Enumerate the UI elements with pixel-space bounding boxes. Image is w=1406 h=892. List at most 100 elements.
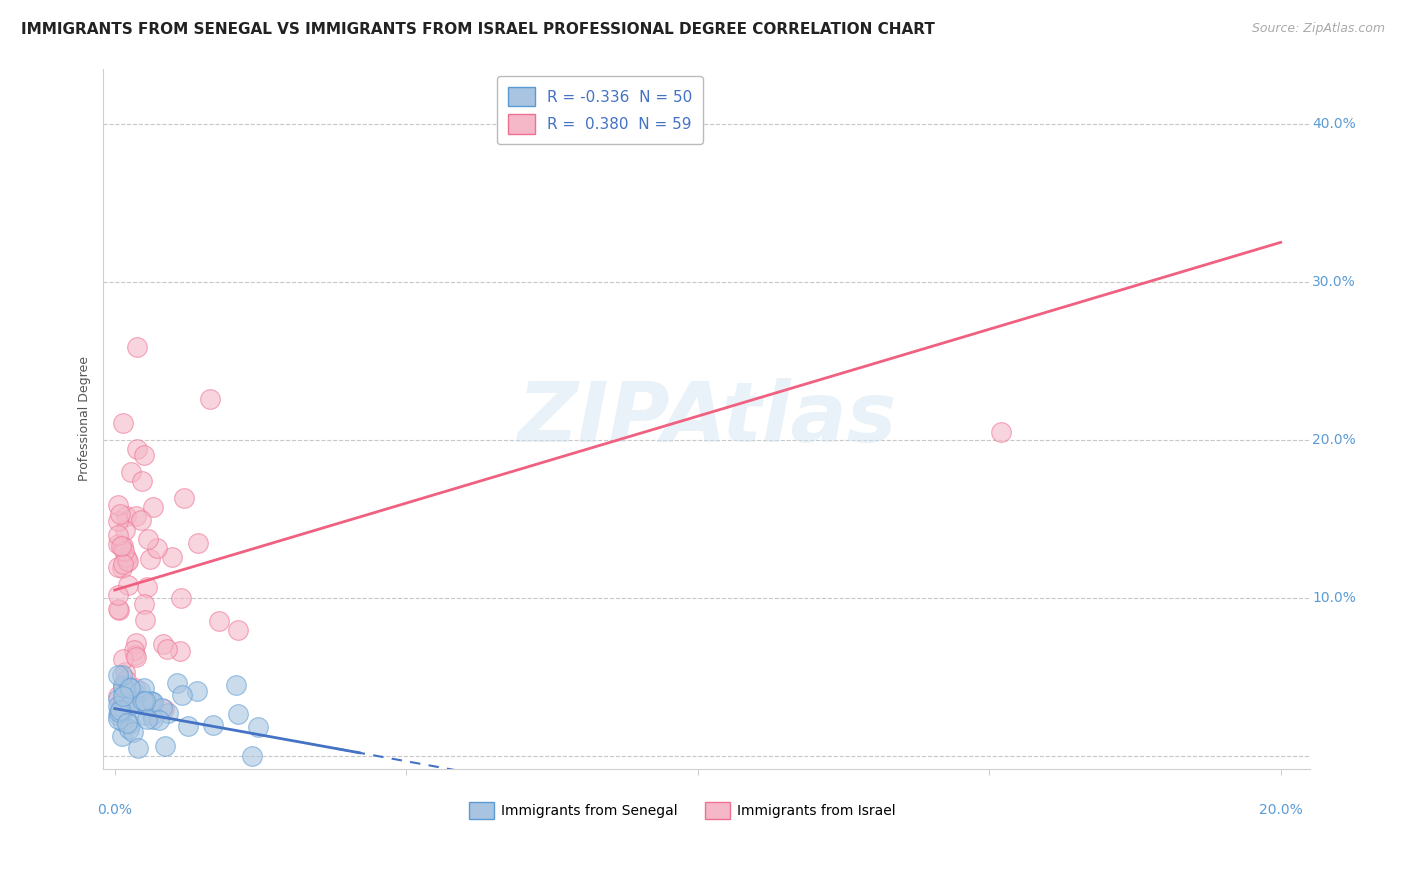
- Point: [118, 681, 141, 695]
- Point: [117, 578, 139, 592]
- Point: [136, 532, 159, 546]
- Point: [134, 707, 156, 722]
- Point: [107, 692, 129, 706]
- Point: [111, 680, 134, 694]
- Point: [111, 561, 134, 575]
- Point: [136, 712, 159, 726]
- Point: [166, 676, 188, 690]
- Text: 20.0%: 20.0%: [1258, 804, 1302, 817]
- Point: [153, 701, 176, 715]
- Point: [112, 544, 135, 558]
- Point: [112, 700, 135, 714]
- Point: [110, 703, 132, 717]
- Point: [111, 667, 134, 681]
- Point: [142, 500, 165, 514]
- Point: [115, 554, 138, 568]
- Point: [150, 701, 173, 715]
- Point: [127, 694, 149, 708]
- Point: [156, 641, 179, 656]
- Point: [127, 741, 149, 756]
- Point: [115, 716, 138, 731]
- Point: [142, 712, 165, 726]
- Point: [208, 614, 231, 628]
- Point: [112, 689, 135, 703]
- Point: [134, 613, 156, 627]
- Point: [124, 648, 146, 663]
- Point: [124, 642, 146, 657]
- Point: [141, 708, 163, 723]
- Point: [111, 696, 134, 710]
- Point: [107, 499, 129, 513]
- Point: [118, 698, 141, 712]
- Point: [160, 549, 183, 564]
- Point: [122, 724, 145, 739]
- Point: [228, 624, 250, 638]
- Point: [114, 687, 136, 701]
- Point: [118, 680, 141, 694]
- Point: [107, 536, 129, 550]
- Point: [226, 706, 249, 721]
- Point: [134, 681, 156, 695]
- Point: [115, 673, 138, 687]
- Point: [111, 701, 134, 715]
- Point: [107, 712, 129, 726]
- Point: [139, 552, 162, 566]
- Point: [124, 508, 146, 523]
- Point: [107, 514, 129, 528]
- Point: [172, 688, 194, 702]
- Point: [169, 643, 191, 657]
- Point: [108, 705, 131, 719]
- Point: [153, 739, 176, 754]
- Legend: Immigrants from Senegal, Immigrants from Israel: Immigrants from Senegal, Immigrants from…: [464, 797, 901, 825]
- Point: [173, 491, 195, 505]
- Point: [118, 717, 141, 731]
- Point: [111, 730, 134, 744]
- Point: [176, 719, 198, 733]
- Point: [136, 580, 159, 594]
- Point: [107, 559, 129, 574]
- Point: [990, 425, 1012, 439]
- Text: Source: ZipAtlas.com: Source: ZipAtlas.com: [1251, 22, 1385, 36]
- Point: [127, 442, 149, 456]
- Point: [141, 694, 163, 708]
- Point: [240, 748, 263, 763]
- Point: [107, 708, 129, 723]
- Point: [141, 695, 163, 709]
- Point: [107, 668, 129, 682]
- Text: 30.0%: 30.0%: [1312, 275, 1355, 289]
- Point: [107, 528, 129, 542]
- Point: [157, 706, 180, 720]
- Point: [129, 513, 152, 527]
- Point: [115, 549, 138, 564]
- Point: [132, 448, 155, 462]
- Point: [148, 713, 170, 727]
- Point: [107, 589, 129, 603]
- Point: [246, 720, 269, 734]
- Point: [107, 601, 129, 615]
- Point: [131, 694, 153, 708]
- Point: [170, 591, 193, 606]
- Point: [118, 723, 141, 737]
- Point: [110, 539, 132, 553]
- Text: 40.0%: 40.0%: [1312, 117, 1355, 131]
- Point: [186, 684, 208, 698]
- Y-axis label: Professional Degree: Professional Degree: [79, 356, 91, 481]
- Point: [108, 703, 131, 717]
- Point: [111, 557, 134, 571]
- Point: [114, 523, 136, 537]
- Point: [132, 597, 155, 611]
- Point: [200, 392, 222, 407]
- Point: [108, 603, 131, 617]
- Text: IMMIGRANTS FROM SENEGAL VS IMMIGRANTS FROM ISRAEL PROFESSIONAL DEGREE CORRELATIO: IMMIGRANTS FROM SENEGAL VS IMMIGRANTS FR…: [21, 22, 935, 37]
- Point: [120, 686, 142, 700]
- Point: [117, 554, 139, 568]
- Point: [134, 694, 156, 708]
- Point: [225, 678, 247, 692]
- Point: [110, 507, 132, 521]
- Point: [112, 539, 135, 553]
- Point: [131, 474, 153, 488]
- Point: [111, 416, 134, 430]
- Point: [125, 636, 148, 650]
- Point: [111, 714, 134, 728]
- Text: 0.0%: 0.0%: [97, 804, 132, 817]
